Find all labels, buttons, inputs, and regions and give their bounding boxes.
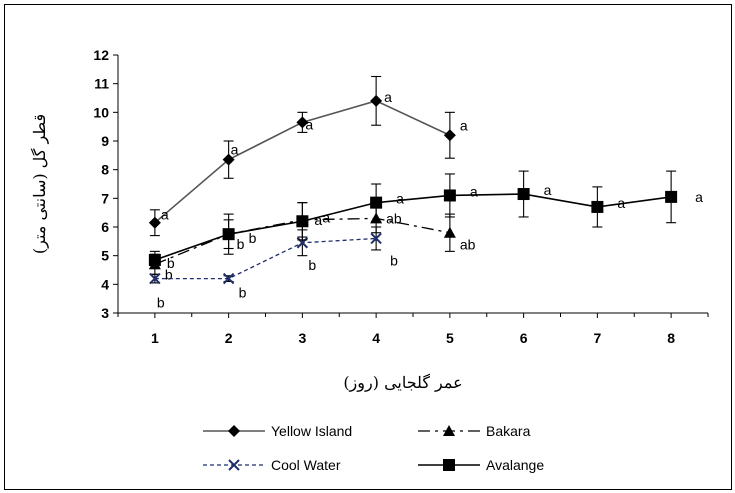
legend-marker-shape — [443, 425, 455, 436]
legend-marker-shape — [228, 459, 240, 471]
y-tick-label: 10 — [93, 104, 109, 120]
series-line — [154, 237, 377, 280]
data-label: a — [322, 209, 330, 225]
legend: Yellow Island Bakara Cool Water Avalange — [201, 423, 621, 485]
data-label: a — [161, 207, 169, 223]
data-label: b — [165, 266, 173, 282]
legend-marker — [443, 459, 455, 471]
data-label: a — [305, 116, 313, 132]
y-tick-label: 8 — [101, 162, 109, 178]
data-label: a — [384, 89, 392, 105]
legend-marker-shape — [228, 425, 240, 437]
data-label: a — [231, 142, 239, 158]
legend-marker-shape — [443, 459, 455, 471]
data-label: ab — [386, 210, 402, 226]
data-label: b — [157, 295, 165, 311]
data-point — [148, 253, 161, 266]
x-tick-label: 6 — [520, 330, 528, 346]
data-point — [370, 196, 383, 209]
legend-marker — [228, 459, 240, 471]
legend-swatch — [203, 425, 265, 437]
legend-swatch — [203, 459, 265, 471]
y-tick-label: 4 — [101, 276, 109, 292]
chart-frame: 3 4 5 6 7 8 9 10 11 12 1 2 3 4 5 6 7 8 عمر گلجایی (روز) قطر… — [4, 4, 732, 490]
x-tick-label: 8 — [667, 330, 675, 346]
x-tick-label: 2 — [225, 330, 233, 346]
legend-item: Bakara — [416, 423, 530, 439]
data-point — [222, 228, 235, 241]
x-tick-label: 7 — [593, 330, 601, 346]
x-tick-label: 1 — [151, 330, 159, 346]
data-label: b — [167, 255, 175, 271]
y-tick-label: 12 — [93, 47, 109, 63]
y-tick-label: 3 — [101, 305, 109, 321]
y-axis-title: قطر گل (سانتی متر) — [30, 114, 49, 254]
data-point — [443, 189, 456, 202]
data-point — [370, 94, 383, 107]
data-point — [296, 116, 309, 129]
y-tick-label: 11 — [94, 76, 109, 92]
data-label: a — [460, 117, 468, 133]
legend-marker — [443, 425, 455, 436]
series-cool-water: bbb b — [149, 226, 398, 311]
data-label: b — [249, 230, 257, 246]
data-label: b — [239, 285, 247, 301]
legend-item: Avalange — [416, 457, 544, 473]
legend-label: Bakara — [486, 423, 531, 439]
data-label: b — [237, 236, 245, 252]
data-point — [443, 129, 456, 142]
data-label: a — [314, 212, 322, 228]
data-point — [148, 216, 161, 229]
y-tick-label: 7 — [101, 190, 109, 206]
legend-swatch — [418, 459, 480, 471]
data-point — [296, 215, 309, 228]
data-label: b — [308, 257, 316, 273]
data-point — [443, 226, 456, 238]
data-point — [517, 188, 530, 201]
legend-label: Yellow Island — [271, 423, 353, 439]
x-tick-label: 5 — [446, 330, 454, 346]
data-label: a — [396, 191, 404, 207]
data-point — [222, 272, 235, 285]
x-tick-label: 3 — [298, 330, 306, 346]
legend-label: Cool Water — [271, 457, 341, 473]
data-label: b — [390, 252, 398, 268]
legend-label: Avalange — [486, 457, 545, 473]
data-label: a — [617, 195, 625, 211]
legend-swatch — [418, 425, 480, 436]
y-tick-label: 9 — [101, 133, 109, 149]
data-point — [591, 200, 604, 213]
x-axis-title: عمر گلجایی (روز) — [343, 373, 462, 392]
y-tick-label: 5 — [101, 248, 109, 264]
x-tick-label: 4 — [372, 330, 380, 346]
y-tick-label: 6 — [101, 219, 109, 235]
data-point — [665, 190, 678, 203]
data-label: a — [470, 183, 478, 199]
data-label: ab — [460, 237, 476, 253]
legend-item: Yellow Island — [201, 423, 352, 439]
data-label: a — [544, 182, 552, 198]
data-label: a — [695, 189, 703, 205]
data-point — [222, 153, 235, 166]
legend-item: Cool Water — [201, 457, 341, 473]
legend-marker — [228, 425, 240, 437]
series-line — [154, 193, 672, 261]
data-point — [370, 232, 382, 245]
data-point — [149, 272, 161, 285]
